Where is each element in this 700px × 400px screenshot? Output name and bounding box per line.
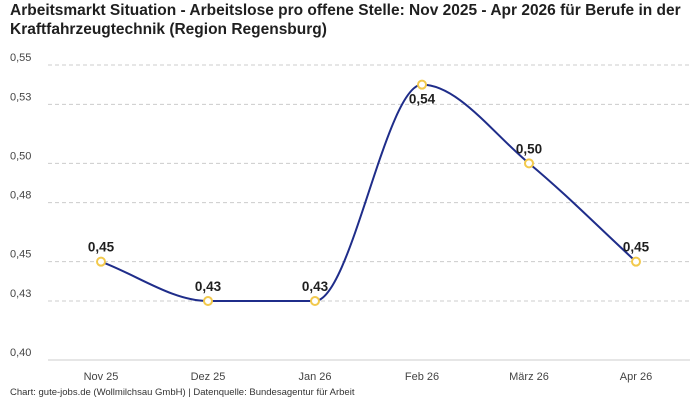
y-tick-label: 0,55 [10, 52, 31, 64]
chart-title: Arbeitsmarkt Situation - Arbeitslose pro… [10, 2, 681, 38]
y-tick-label: 0,50 [10, 150, 31, 162]
data-label: 0,54 [409, 92, 436, 107]
data-label: 0,45 [88, 240, 115, 255]
data-labels: 0,45 0,43 0,43 0,54 0,50 0,45 [88, 92, 650, 294]
x-tick-label: März 26 [509, 371, 549, 383]
data-point [96, 256, 106, 267]
x-tick-label: Jan 26 [298, 371, 331, 383]
data-label: 0,43 [195, 279, 222, 294]
source-note: Chart: gute-jobs.de (Wollmilchsau GmbH) … [10, 387, 355, 398]
y-tick-label: 0,53 [10, 91, 31, 103]
x-tick-label: Dez 25 [191, 371, 226, 383]
x-tick-label: Nov 25 [84, 371, 119, 383]
data-label: 0,45 [623, 240, 650, 255]
data-point [417, 79, 427, 90]
data-point [524, 158, 534, 169]
data-point [631, 256, 641, 267]
y-tick-label: 0,45 [10, 249, 31, 261]
x-tick-label: Apr 26 [620, 371, 652, 383]
y-tick-label: 0,43 [10, 288, 31, 300]
grid-lines [48, 64, 690, 361]
y-axis-ticks: 0,40 0,43 0,45 0,48 0,50 0,53 0,55 [10, 52, 31, 359]
x-tick-label: Feb 26 [405, 371, 439, 383]
series-lines [100, 83, 637, 302]
data-label: 0,50 [516, 141, 542, 156]
data-point [203, 296, 213, 306]
data-point [310, 296, 320, 306]
y-tick-label: 0,48 [10, 190, 31, 202]
x-axis-ticks: Nov 25 Dez 25 Jan 26 Feb 26 März 26 Apr 26 [84, 371, 653, 383]
data-label: 0,43 [302, 279, 329, 294]
data-points [96, 79, 641, 306]
series-line [100, 83, 637, 302]
y-tick-label: 0,40 [10, 347, 31, 359]
